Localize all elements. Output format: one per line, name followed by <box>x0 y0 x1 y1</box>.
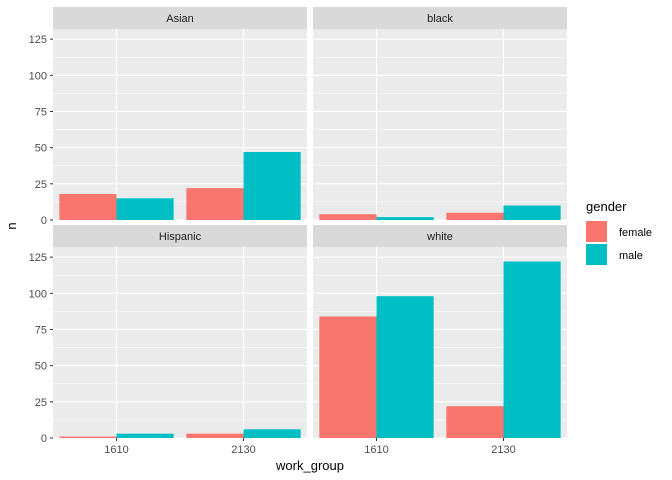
facet-panel-white: white 1610 2130 <box>313 225 567 456</box>
bar-hispanic-male-2130 <box>243 429 301 438</box>
bar-white-female-1610 <box>319 316 377 438</box>
facet-strip-label: black <box>427 13 453 25</box>
y-tick-label: 75 <box>35 324 47 336</box>
x-tick-label: 2130 <box>231 444 255 456</box>
bar-asian-male-2130 <box>243 151 301 220</box>
facet-strip <box>53 7 307 29</box>
bar-black-male-1610 <box>376 217 434 220</box>
bar-hispanic-male-1610 <box>116 433 174 438</box>
panel-background <box>313 29 567 220</box>
y-tick-label: 75 <box>35 106 47 118</box>
bar-hispanic-female-1610 <box>59 436 117 438</box>
x-tick-label: 1610 <box>104 444 128 456</box>
y-tick-label: 100 <box>29 70 47 82</box>
y-tick-label: 0 <box>41 433 47 445</box>
bar-white-male-1610 <box>376 296 434 438</box>
bar-black-female-1610 <box>319 214 377 220</box>
x-tick-label: 1610 <box>364 444 388 456</box>
bar-black-male-2130 <box>503 205 561 220</box>
facet-strip <box>313 7 567 29</box>
y-tick-label: 125 <box>29 34 47 46</box>
legend: gender female male <box>586 199 652 265</box>
legend-key-male <box>586 244 607 265</box>
y-tick-label: 25 <box>35 397 47 409</box>
legend-title: gender <box>586 199 627 214</box>
bar-hispanic-female-2130 <box>186 433 244 438</box>
y-tick-label: 50 <box>35 143 47 155</box>
panel-background <box>53 247 307 438</box>
facet-strip <box>53 225 307 247</box>
y-tick-label: 100 <box>29 288 47 300</box>
legend-label-male: male <box>619 250 643 262</box>
bar-asian-male-1610 <box>116 198 174 220</box>
bar-asian-female-2130 <box>186 188 244 220</box>
y-tick-label: 0 <box>41 215 47 227</box>
legend-key-female <box>586 221 607 242</box>
bar-black-female-2130 <box>446 212 504 220</box>
x-tick-label: 2130 <box>491 444 515 456</box>
facet-panel-hispanic: Hispanic 0 25 50 75 100 125 1610 2130 <box>29 225 307 456</box>
y-tick-label: 125 <box>29 252 47 264</box>
y-axis-title: n <box>4 222 19 229</box>
facet-panel-asian: Asian 0 25 50 75 100 125 <box>29 7 307 227</box>
bar-white-male-2130 <box>503 261 561 438</box>
y-tick-label: 50 <box>35 361 47 373</box>
y-tick-label: 25 <box>35 179 47 191</box>
facet-strip-label: white <box>426 231 453 243</box>
bar-white-female-2130 <box>446 406 504 438</box>
facet-strip-label: Hispanic <box>159 231 202 243</box>
facet-panels: Asian 0 25 50 75 100 125 black Hispanic 0 25 50 75 10… <box>29 7 567 456</box>
legend-label-female: female <box>619 227 652 239</box>
facet-panel-black: black <box>313 7 567 221</box>
x-axis-title: work_group <box>275 458 344 473</box>
bar-asian-female-1610 <box>59 193 117 220</box>
facet-strip-label: Asian <box>166 13 194 25</box>
facet-strip <box>313 225 567 247</box>
